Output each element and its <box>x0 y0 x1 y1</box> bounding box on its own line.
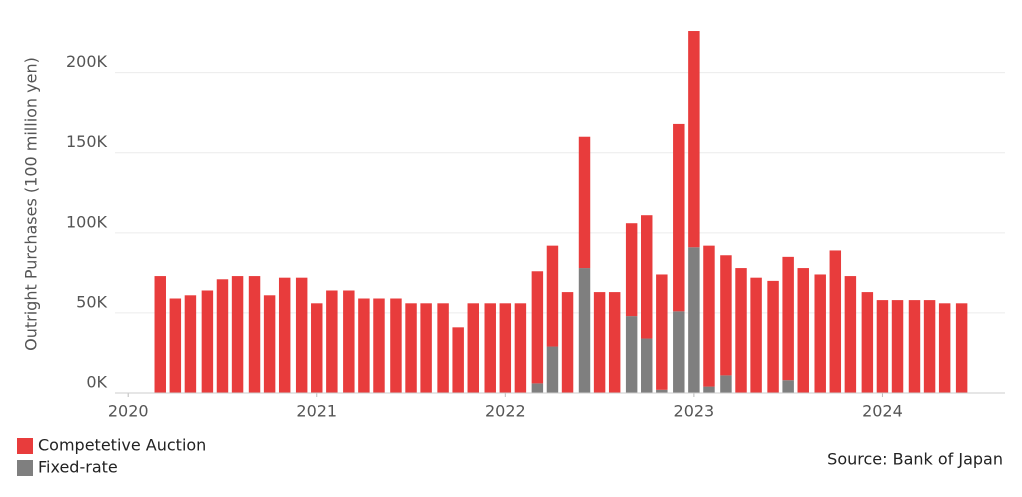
bar-segment <box>908 300 921 393</box>
bar-segment <box>829 250 842 393</box>
bar-segment <box>452 327 464 393</box>
bar-segment <box>767 280 779 393</box>
bar-segment <box>216 279 229 393</box>
bar-segment <box>673 311 685 393</box>
bar-segment <box>656 274 668 390</box>
bar-segment <box>782 380 794 393</box>
bar-segment <box>420 303 432 393</box>
bar-segment <box>358 298 370 393</box>
bar-segment <box>782 256 794 381</box>
bar-segment <box>343 290 355 393</box>
x-tick-label: 2020 <box>108 402 149 421</box>
legend-label: Fixed-rate <box>38 458 118 477</box>
bar-segment <box>720 375 732 393</box>
x-tick-label: 2023 <box>674 402 715 421</box>
bar-segment <box>467 303 479 393</box>
bar-segment <box>499 303 512 393</box>
bar-segment <box>578 268 591 393</box>
bar-segment <box>154 276 166 393</box>
y-tick-label: 150K <box>66 132 108 151</box>
bar-segment <box>326 290 338 393</box>
bar-segment <box>688 31 700 248</box>
bar-segment <box>608 292 621 393</box>
y-tick-label: 200K <box>66 52 108 71</box>
bar-segment <box>656 389 668 393</box>
bar-segment <box>295 277 308 393</box>
bar-segment <box>405 303 417 393</box>
bar-segment <box>641 215 653 339</box>
bar-segment <box>311 303 323 393</box>
bar-segment <box>390 298 402 393</box>
bar-segment <box>531 383 544 393</box>
bar-segment <box>593 292 606 393</box>
bar-segment <box>248 276 261 393</box>
y-tick-label: 50K <box>76 292 107 311</box>
bar-segment <box>938 303 951 393</box>
bar-segment <box>437 303 449 393</box>
y-tick-label: 0K <box>86 373 107 392</box>
bar-segment <box>955 303 968 393</box>
bar-segment <box>484 303 496 393</box>
bar-segment <box>750 277 762 393</box>
x-tick-label: 2024 <box>862 402 903 421</box>
bar-segment <box>578 136 591 269</box>
bar-segment <box>703 386 715 393</box>
bar-segment <box>625 223 638 317</box>
legend-swatch <box>17 460 33 476</box>
bar-segment <box>546 245 559 347</box>
legend-label: Competetive Auction <box>38 436 206 455</box>
x-tick-label: 2021 <box>296 402 337 421</box>
bar-segment <box>720 255 732 376</box>
bar-segment <box>891 300 904 393</box>
bar-segment <box>231 276 244 393</box>
bar-segment <box>703 245 715 387</box>
bar-segment <box>876 300 889 393</box>
bar-segment <box>923 300 936 393</box>
bar-segment <box>625 316 638 393</box>
bar-segment <box>814 274 826 393</box>
bar-segment <box>531 271 544 384</box>
bar-segment <box>844 276 857 393</box>
x-tick-label: 2022 <box>485 402 526 421</box>
bar-segment <box>735 268 747 393</box>
bar-segment <box>169 298 182 393</box>
bar-segment <box>673 123 685 312</box>
bar-segment <box>561 292 574 393</box>
bar-segment <box>546 346 559 393</box>
bar-segment <box>263 295 276 393</box>
bar-segment <box>514 303 527 393</box>
bar-segment <box>797 268 809 393</box>
source-note: Source: Bank of Japan <box>827 450 1003 469</box>
bar-segment <box>184 295 197 393</box>
legend-swatch <box>17 438 33 454</box>
bar-segment <box>641 338 653 393</box>
bar-segment <box>373 298 385 393</box>
bar-segment <box>278 277 291 393</box>
y-tick-label: 100K <box>66 212 108 231</box>
bar-segment <box>688 247 700 393</box>
bar-segment <box>201 290 214 393</box>
bar-segment <box>861 292 874 393</box>
y-axis-label: Outright Purchases (100 million yen) <box>22 57 41 351</box>
